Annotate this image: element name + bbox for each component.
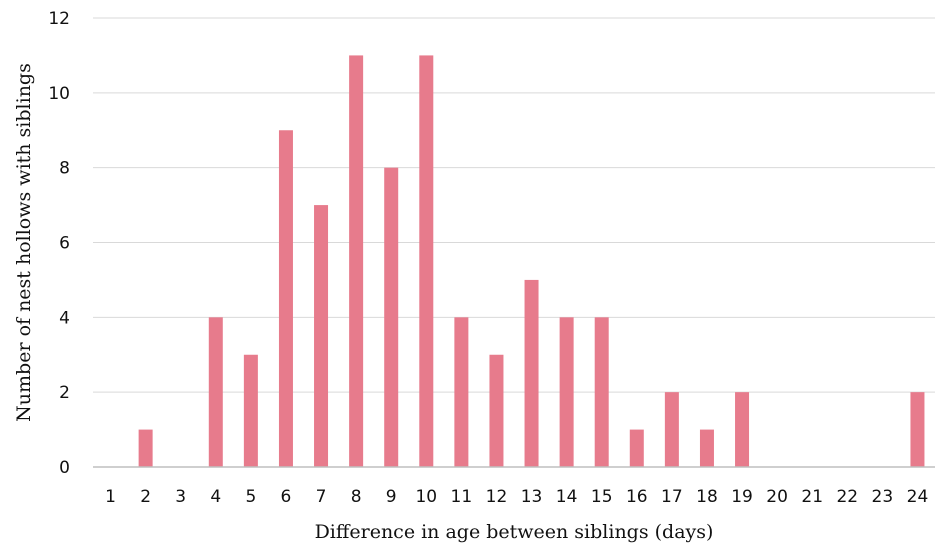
y-tick-label: 6	[59, 234, 70, 254]
y-tick-label: 12	[48, 9, 70, 29]
x-axis-title: Difference in age between siblings (days…	[315, 521, 714, 543]
bar	[664, 392, 679, 467]
x-tick-label: 16	[626, 487, 648, 507]
x-tick-label: 3	[175, 487, 186, 507]
x-tick-label: 2	[140, 487, 151, 507]
bars	[138, 55, 925, 468]
bar	[278, 130, 293, 467]
x-tick-label: 6	[281, 487, 292, 507]
x-tick-label: 21	[801, 487, 823, 507]
x-tick-label: 23	[872, 487, 894, 507]
bar	[208, 317, 223, 467]
y-tick-label: 8	[59, 159, 70, 179]
y-tick-label: 2	[59, 383, 70, 403]
y-axis-title: Number of nest hollows with siblings	[13, 63, 35, 422]
bar	[594, 317, 609, 467]
x-tick-label: 19	[731, 487, 753, 507]
y-axis-ticks: 0 2 4 6 8 10 12	[48, 9, 935, 478]
bar	[735, 392, 750, 467]
x-tick-label: 9	[386, 487, 397, 507]
y-tick-label: 4	[59, 308, 70, 328]
x-tick-label: 4	[210, 487, 221, 507]
bar	[699, 429, 714, 467]
x-tick-label: 14	[556, 487, 578, 507]
x-tick-label: 10	[415, 487, 437, 507]
bar	[384, 167, 399, 467]
x-tick-label: 1	[105, 487, 116, 507]
x-tick-label: 11	[451, 487, 473, 507]
x-axis-ticks: 1 2 3 4 5 6 7 8 9 10 11 12 13 14 15 16 17 18 19 20 21 22 23 24	[105, 487, 928, 507]
x-tick-label: 22	[836, 487, 858, 507]
y-tick-label: 10	[48, 84, 70, 104]
x-tick-label: 18	[696, 487, 718, 507]
x-tick-label: 17	[661, 487, 683, 507]
bar	[910, 392, 925, 467]
bar	[138, 429, 153, 467]
x-tick-label: 7	[316, 487, 327, 507]
x-tick-label: 24	[907, 487, 929, 507]
bar	[524, 279, 539, 467]
x-tick-label: 20	[766, 487, 788, 507]
x-tick-label: 5	[245, 487, 256, 507]
bar	[419, 55, 434, 468]
x-tick-label: 13	[521, 487, 543, 507]
bar	[629, 429, 644, 467]
bar	[559, 317, 574, 467]
y-tick-label: 0	[59, 458, 70, 478]
bar	[454, 317, 469, 467]
bar	[349, 55, 364, 468]
bar	[314, 205, 329, 468]
x-tick-label: 12	[486, 487, 508, 507]
x-tick-label: 8	[351, 487, 362, 507]
bar	[489, 354, 504, 467]
x-tick-label: 15	[591, 487, 613, 507]
bar	[243, 354, 258, 467]
